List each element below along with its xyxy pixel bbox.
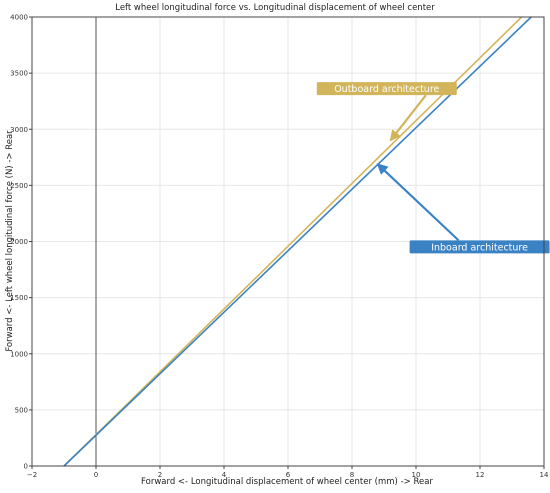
x-tick-label: −2 <box>27 471 37 479</box>
y-tick-label: 2000 <box>10 238 28 246</box>
x-tick-label: 4 <box>222 471 227 479</box>
x-tick-label: 0 <box>94 471 98 479</box>
chart-title: Left wheel longitudinal force vs. Longit… <box>115 3 435 13</box>
x-tick-label: 2 <box>158 471 162 479</box>
x-tick-label: 8 <box>350 471 354 479</box>
y-tick-label: 3500 <box>10 70 28 78</box>
annotations: Outboard architecture Inboard architectur… <box>316 82 550 254</box>
x-tick-label: 12 <box>476 471 485 479</box>
y-tick-label: 2500 <box>10 182 28 190</box>
x-tick-label: 14 <box>540 471 549 479</box>
annotation-box <box>409 240 550 254</box>
y-tick-label: 1000 <box>10 350 28 358</box>
y-tick-label: 0 <box>24 463 28 471</box>
x-tick-label: 10 <box>412 471 421 479</box>
x-tick-labels: −2 0 2 4 6 8 10 12 14 <box>27 466 549 479</box>
y-tick-label: 500 <box>15 406 28 414</box>
annotation-arrow <box>389 94 427 142</box>
annotation-box <box>316 82 457 96</box>
x-axis-label: Forward <- Longitudinal displacement of … <box>141 477 433 487</box>
y-tick-label: 1500 <box>10 294 28 302</box>
annotation-label: Outboard architecture <box>334 84 439 95</box>
y-tick-label: 3000 <box>10 126 28 134</box>
y-tick-label: 4000 <box>10 14 28 22</box>
y-axis-label: Forward <- Left wheel longitudinal force… <box>5 130 15 352</box>
y-tick-labels: 0 500 1000 1500 2000 2500 3000 3500 4000 <box>10 14 32 471</box>
annotation-label: Inboard architecture <box>431 242 528 253</box>
annotation-arrow <box>376 163 460 242</box>
x-tick-label: 6 <box>286 471 291 479</box>
